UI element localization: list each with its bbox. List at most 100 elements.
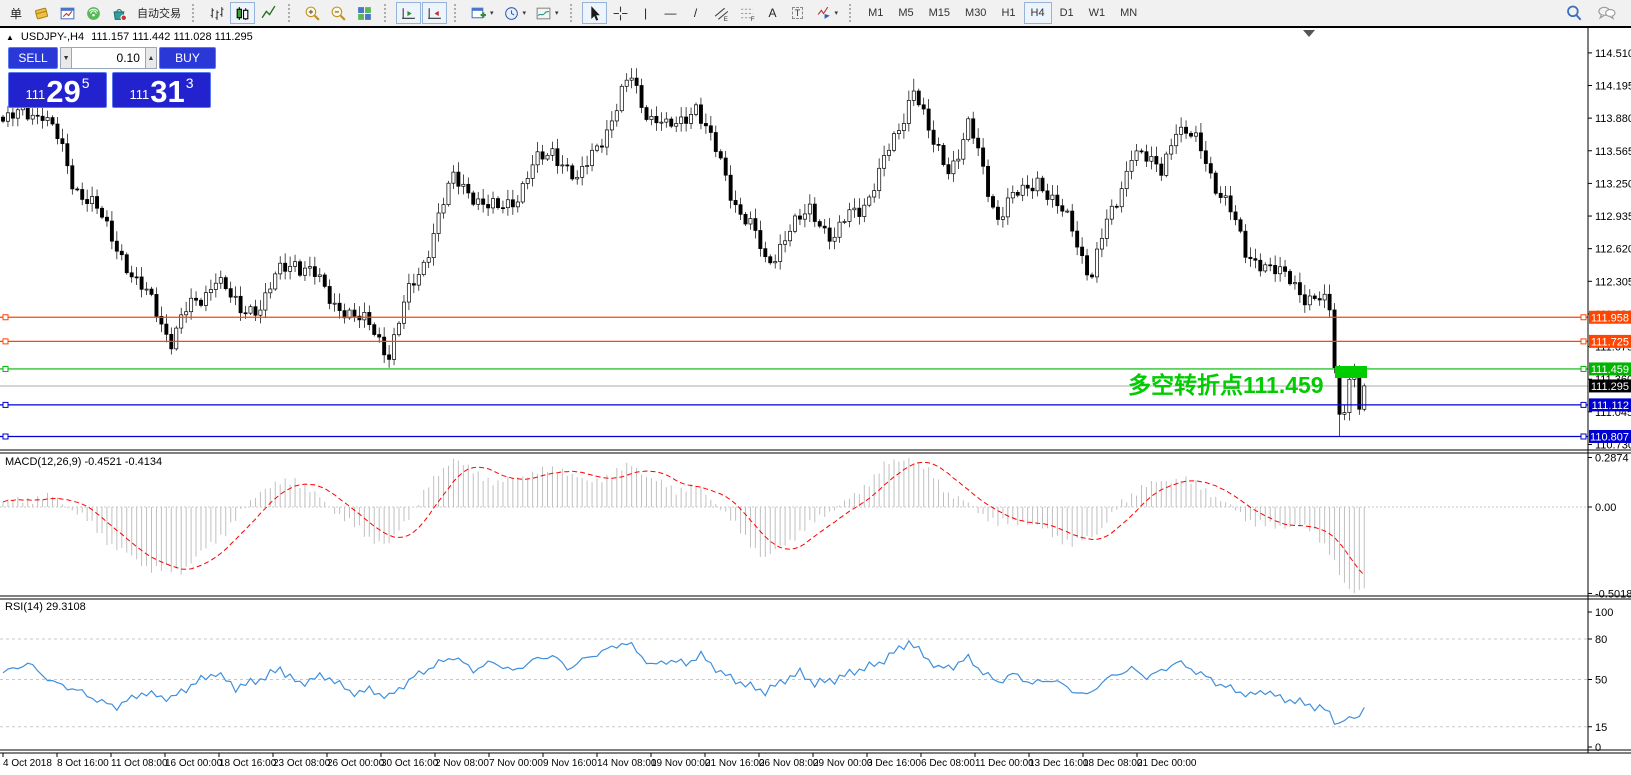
new-chart-dropdown[interactable]: ▾ (466, 2, 498, 24)
pane-borders (0, 28, 1631, 754)
arrows-icon (817, 6, 830, 19)
rsi-tick-label: 0 (1595, 742, 1601, 754)
timeframe-m1[interactable]: M1 (861, 2, 890, 24)
vertical-line-tool[interactable]: | (634, 2, 658, 24)
timeframe-label: W1 (1088, 7, 1106, 19)
rsi-tick-label: 50 (1595, 675, 1607, 687)
macd-tick-label: 0.2874 (1595, 452, 1629, 464)
time-tick-label: 6 Dec 08:00 (921, 758, 975, 769)
time-tick-label: 18 Oct 16:00 (219, 758, 277, 769)
clock-icon (504, 6, 518, 20)
timeframe-label: H4 (1030, 7, 1045, 19)
timeframe-m5[interactable]: M5 (891, 2, 920, 24)
cursor-button[interactable] (581, 2, 607, 24)
zoom-out-button[interactable] (326, 2, 351, 24)
time-tick-label: 29 Nov 00:00 (813, 758, 873, 769)
timeframe-m30[interactable]: M30 (958, 2, 993, 24)
candlestick-chart-button[interactable] (230, 2, 255, 24)
timeframe-label: M5 (898, 7, 914, 19)
sell-quote-box[interactable]: 111 29 5 (8, 72, 107, 108)
volume-increase-button[interactable]: ▲ (144, 47, 158, 69)
bar-chart-button[interactable] (204, 2, 229, 24)
text-tool[interactable]: A (761, 2, 785, 24)
timeframe-label: MN (1120, 7, 1138, 19)
chart-canvas[interactable]: 114.510 114.195 113.880 113.565 113.250 112.9… (0, 28, 1631, 775)
timeframe-w1[interactable]: W1 (1082, 2, 1113, 24)
rsi-line (2, 639, 1365, 726)
rsi-tick-label: 15 (1595, 722, 1607, 734)
template-dropdown[interactable]: ▾ (531, 2, 563, 24)
chat-button[interactable] (1593, 2, 1621, 24)
timeframe-mn[interactable]: MN (1113, 2, 1144, 24)
trendline-tool[interactable]: / (684, 2, 708, 24)
volume-decrease-button[interactable]: ▼ (60, 47, 73, 69)
timeframe-h4[interactable]: H4 (1023, 2, 1052, 24)
toolbar-grip (192, 4, 199, 22)
timeframe-label: M30 (965, 7, 987, 19)
timeframe-m15[interactable]: M15 (922, 2, 957, 24)
zoom-out-icon (331, 6, 346, 21)
time-tick-label: 18 Dec 08:00 (1083, 758, 1143, 769)
volume-stepper: ▼ ▲ (60, 47, 158, 69)
zoom-in-button[interactable] (300, 2, 325, 24)
caret-down-icon: ▼ (62, 54, 70, 62)
new-order-button[interactable]: 单 (4, 2, 28, 24)
period-dropdown[interactable]: ▾ (499, 2, 531, 24)
time-tick-label: 8 Oct 16:00 (57, 758, 109, 769)
channel-tool[interactable]: E (709, 2, 734, 24)
price-tick-label: 112.620 (1595, 244, 1631, 256)
crosshair-icon (613, 6, 627, 20)
price-badge-label: 111.725 (1591, 336, 1629, 348)
chart-shift-button[interactable] (422, 2, 447, 24)
price-tick-label: 114.510 (1595, 48, 1631, 60)
toolbar-right (1561, 2, 1627, 24)
history-center-button[interactable] (29, 2, 54, 24)
chart-shift-icon (428, 7, 441, 19)
zoom-in-icon (305, 6, 320, 21)
buy-button[interactable]: BUY (159, 47, 216, 69)
svg-text:F: F (750, 15, 754, 21)
rsi-tick-label: 100 (1595, 607, 1613, 619)
tile-windows-button[interactable] (352, 2, 377, 24)
text-icon: A (768, 6, 777, 20)
chart-window: 114.510 114.195 113.880 113.565 113.250 112.9… (0, 26, 1631, 775)
collapse-arrow-icon[interactable]: ▲ (6, 32, 14, 42)
time-tick-label: 3 Dec 16:00 (867, 758, 921, 769)
text-label-tool[interactable]: T (786, 2, 810, 24)
price-tick-label: 112.935 (1595, 211, 1631, 223)
buy-quote-box[interactable]: 111 31 3 (112, 72, 211, 108)
timeframe-label: D1 (1059, 7, 1074, 19)
auto-scroll-button[interactable] (396, 2, 421, 24)
template-icon (536, 7, 551, 19)
charts-window-button[interactable] (55, 2, 80, 24)
horizontal-line-tool[interactable]: — (659, 2, 683, 24)
auto-scroll-icon (402, 7, 415, 19)
timeframe-d1[interactable]: D1 (1053, 2, 1081, 24)
timeframe-h1[interactable]: H1 (994, 2, 1022, 24)
time-tick-label: 21 Dec 00:00 (1137, 758, 1197, 769)
fibonacci-tool[interactable]: F (735, 2, 760, 24)
sell-button[interactable]: SELL (8, 47, 58, 69)
time-tick-label: 7 Nov 00:00 (489, 758, 543, 769)
autotrading-label: 自动交易 (137, 8, 181, 20)
new-order-label: 单 (9, 6, 22, 21)
time-tick-label: 23 Oct 08:00 (273, 758, 331, 769)
price-badge-label: 110.807 (1590, 431, 1629, 443)
signals-button[interactable] (81, 2, 106, 24)
search-button[interactable] (1561, 2, 1587, 24)
market-button[interactable] (107, 2, 132, 24)
shift-marker (1303, 30, 1315, 37)
autotrading-button[interactable]: 自动交易 (133, 2, 185, 24)
line-chart-button[interactable] (256, 2, 281, 24)
price-tick-label: 113.880 (1595, 113, 1631, 125)
toolbar-grip (849, 4, 856, 22)
timeframe-label: M1 (868, 7, 884, 19)
cursor-icon (590, 5, 600, 21)
chevron-down-icon: ▾ (490, 10, 494, 17)
crosshair-button[interactable] (608, 2, 633, 24)
volume-input[interactable] (72, 47, 145, 69)
price-tick-label: 112.305 (1595, 276, 1631, 288)
price-tick-label: 114.195 (1595, 80, 1631, 92)
arrows-dropdown[interactable]: ▾ (811, 2, 843, 24)
